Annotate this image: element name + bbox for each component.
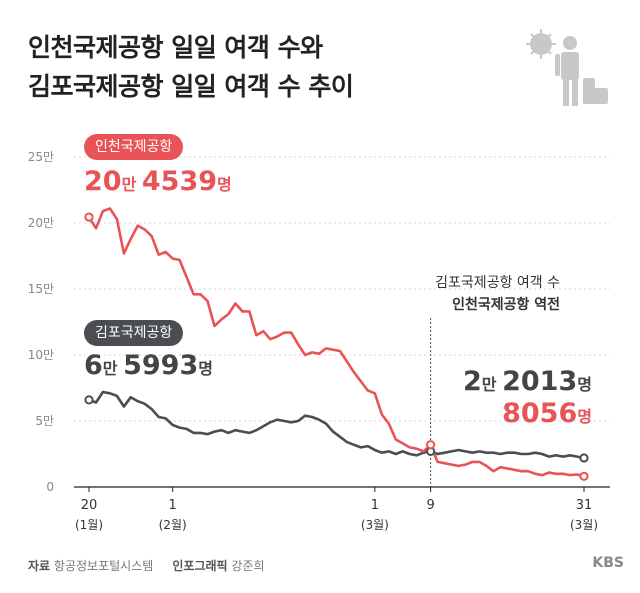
icn-series-line xyxy=(87,207,585,478)
gmp-point-marker xyxy=(84,395,94,405)
graphic-label: 인포그래픽 xyxy=(172,559,228,573)
crossover-annotation: 김포국제공항 여객 수 인천국제공항 역전 xyxy=(435,272,560,316)
source-text: 항공정보포털시스템 xyxy=(53,559,154,573)
traveler-virus-icon xyxy=(526,29,608,106)
icn-point-marker xyxy=(84,212,94,222)
x-tick-sublabel: (3월) xyxy=(361,518,389,532)
y-tick-label: 25만 xyxy=(28,150,54,164)
icn-point-marker xyxy=(426,440,436,450)
graphic-credit: 강준희 xyxy=(231,559,265,573)
x-tick-label: 1 xyxy=(169,498,177,513)
x-tick-label: 9 xyxy=(426,498,434,513)
gmp-point-marker xyxy=(579,453,589,463)
chart-title-line1: 인천국제공항 일일 여객 수와 xyxy=(28,33,323,62)
annotation-line1: 김포국제공항 여객 수 xyxy=(435,275,560,291)
x-tick-label: 31 xyxy=(576,498,593,513)
y-tick-label: 15만 xyxy=(28,282,54,296)
x-tick-sublabel: (1월) xyxy=(75,518,103,532)
x-tick-sublabel: (2월) xyxy=(159,518,187,532)
icn-end-value: 8056명 xyxy=(502,398,592,429)
gmp-series-label: 김포국제공항 xyxy=(84,320,184,346)
y-tick-label: 0 xyxy=(46,480,54,494)
gmp-end-value: 2만 2013명 xyxy=(463,366,592,397)
icn-point-marker xyxy=(579,471,589,481)
annotation-line2: 인천국제공항 역전 xyxy=(452,297,560,313)
footer-credits: 자료 항공정보포털시스템 인포그래픽 강준희 xyxy=(28,557,265,574)
kbs-logo: KBS xyxy=(592,555,624,571)
y-tick-label: 20만 xyxy=(28,216,54,230)
gmp-series-line xyxy=(88,390,585,460)
y-tick-label: 5만 xyxy=(35,414,54,428)
icn-start-value: 20만 4539명 xyxy=(84,166,232,197)
icn-series-label: 인천국제공항 xyxy=(84,134,184,160)
x-tick-label: 20 xyxy=(81,498,98,513)
gmp-start-value: 6만 5993명 xyxy=(84,350,213,381)
source-label: 자료 xyxy=(28,559,51,573)
chart-title-line2: 김포국제공항 일일 여객 수 추이 xyxy=(28,72,354,101)
y-tick-label: 10만 xyxy=(28,348,54,362)
x-tick-sublabel: (3월) xyxy=(570,518,598,532)
x-tick-label: 1 xyxy=(371,498,379,513)
